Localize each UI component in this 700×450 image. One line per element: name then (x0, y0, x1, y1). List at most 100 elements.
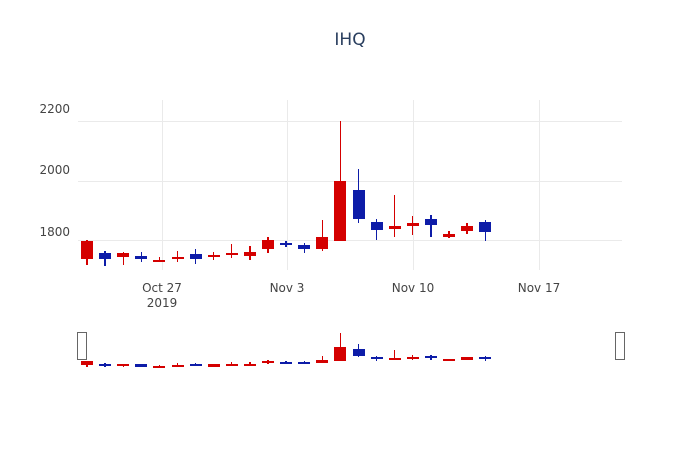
mini-candle-body (424, 355, 437, 358)
candle-body (406, 223, 419, 227)
main-plot-area[interactable] (78, 100, 622, 270)
gridline-x-0 (162, 100, 163, 270)
candle-body (461, 225, 474, 231)
mini-candle-body (225, 363, 238, 366)
candle-body (189, 254, 202, 259)
candle-nov-13[interactable] (78, 100, 622, 270)
candle-nov-5[interactable] (78, 100, 622, 270)
chart-title: IHQ (334, 30, 366, 50)
x-tick-label-oct27: Oct 27 2019 (142, 281, 182, 311)
candle-nov-20[interactable] (78, 100, 622, 270)
mini-candle-body (99, 363, 112, 367)
candle-nov-6[interactable] (78, 100, 622, 270)
y-tick-label-1800: 1800 (39, 225, 70, 239)
candle-body (243, 251, 256, 256)
mini-candle-body (352, 349, 365, 356)
mini-candle-body (207, 364, 220, 367)
candle-body (479, 221, 492, 232)
candle-wick (430, 214, 432, 237)
candle-wick (122, 252, 124, 266)
candle-body (262, 240, 274, 249)
mini-candle-wick (158, 364, 161, 366)
x-tick-oct27-line2: 2019 (146, 296, 178, 310)
mini-candle-body (262, 360, 274, 364)
candle-nov-25[interactable] (78, 100, 622, 270)
mini-candle-body (316, 360, 329, 363)
gridline-x-2 (413, 100, 414, 270)
candle-body (388, 226, 401, 229)
mini-candle-wick (231, 361, 233, 366)
mini-candle-body (461, 357, 474, 360)
mini-candle-body (81, 361, 93, 366)
candle-wick (231, 244, 233, 259)
candle-body (316, 236, 329, 249)
mini-candle-body (189, 364, 202, 367)
mini-candle-body (117, 363, 130, 367)
candle-oct-25[interactable] (78, 100, 622, 270)
gridline-x-3 (539, 100, 540, 270)
candle-nov-1[interactable] (78, 100, 622, 270)
gridline-y-2200 (78, 121, 622, 122)
range-slider-left-handle[interactable] (77, 332, 87, 360)
y-tick-label-2200: 2200 (39, 102, 70, 116)
candle-body (424, 218, 437, 225)
mini-candle-body (243, 363, 256, 366)
candle-nov-12[interactable] (78, 100, 622, 270)
candle-oct-23[interactable] (78, 100, 622, 270)
candle-nov-21[interactable] (78, 100, 622, 270)
x-tick-label-nov17: Nov 17 (517, 281, 561, 295)
candle-oct-30[interactable] (78, 100, 622, 270)
candle-nov-15[interactable] (78, 100, 622, 270)
candle-nov-18[interactable] (78, 100, 622, 270)
candle-body (81, 241, 93, 260)
candle-body (99, 253, 112, 259)
gridline-x-1 (287, 100, 288, 270)
mini-candle-wick (394, 350, 396, 361)
candle-nov-19[interactable] (78, 100, 622, 270)
candle-nov-11[interactable] (78, 100, 622, 270)
candle-nov-8[interactable] (78, 100, 622, 270)
mini-candle-body (171, 364, 184, 367)
candle-body (117, 253, 130, 258)
mini-candle-body (280, 361, 293, 364)
candle-body (352, 190, 365, 220)
candle-wick (176, 250, 179, 262)
mini-candle-body (298, 361, 311, 365)
candle-oct-24[interactable] (78, 100, 622, 270)
range-slider[interactable] (77, 330, 625, 370)
mini-candle-body (479, 356, 492, 359)
candle-body (225, 252, 238, 255)
mini-candle-body (334, 346, 347, 361)
y-tick-label-2000: 2000 (39, 163, 70, 177)
x-tick-label-nov3: Nov 3 (269, 281, 305, 295)
mini-candle-wick (176, 363, 179, 366)
candle-body (135, 255, 148, 259)
candle-oct-28[interactable] (78, 100, 622, 270)
range-slider-track[interactable] (78, 330, 622, 370)
candle-body (153, 260, 166, 263)
candle-body (280, 243, 293, 246)
candle-wick (158, 256, 161, 263)
gridline-y-1800 (78, 240, 622, 241)
candle-nov-22[interactable] (78, 100, 622, 270)
candle-body (298, 244, 311, 249)
candle-oct-31[interactable] (78, 100, 622, 270)
candle-body (334, 180, 347, 241)
candle-nov-14[interactable] (78, 100, 622, 270)
mini-candle-body (135, 364, 148, 367)
mini-candle-body (153, 365, 166, 368)
gridline-y-2000 (78, 181, 622, 182)
candle-nov-7[interactable] (78, 100, 622, 270)
mini-candle-wick (321, 356, 323, 364)
candle-body (171, 256, 184, 260)
candle-wick (321, 219, 323, 251)
candle-nov-4[interactable] (78, 100, 622, 270)
mini-candle-body (406, 356, 419, 360)
range-slider-right-handle[interactable] (615, 332, 625, 360)
candle-body (370, 221, 383, 231)
mini-candle-body (388, 357, 401, 360)
candle-body (443, 233, 455, 237)
candle-wick (394, 194, 396, 238)
candle-body (207, 255, 220, 258)
